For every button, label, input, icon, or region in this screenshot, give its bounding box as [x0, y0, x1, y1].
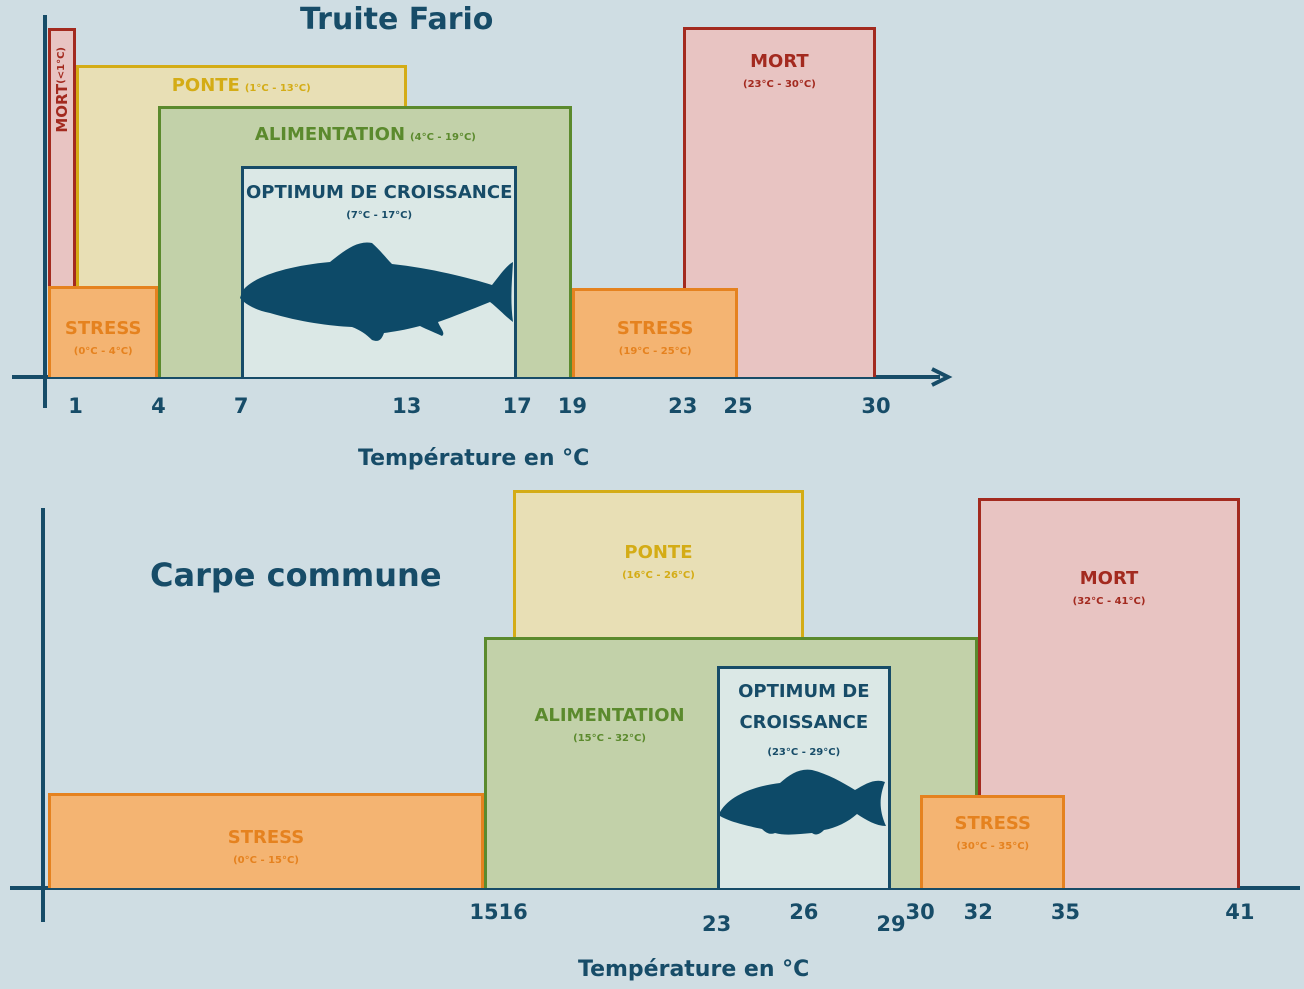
range-label: (32°C - 41°C)	[1072, 595, 1146, 607]
range-name: MORT	[1079, 568, 1139, 589]
range-bar: STRESS (0°C - 4°C)	[48, 286, 159, 377]
x-tick-label: 15	[469, 900, 499, 924]
range-text: STRESS (30°C - 35°C)	[923, 813, 1062, 852]
range-text: STRESS (19°C - 25°C)	[575, 318, 735, 357]
x-tick-label: 23	[701, 912, 732, 936]
range-name: OPTIMUM DE CROISSANCE	[738, 681, 870, 733]
range-bar: STRESS (0°C - 15°C)	[48, 793, 485, 888]
range-text: ALIMENTATION (15°C - 32°C)	[487, 705, 732, 744]
x-tick-label: 4	[151, 394, 166, 418]
range-name: STRESS	[954, 813, 1032, 834]
range-text: MORT(<1°C)	[53, 47, 71, 133]
range-name: MORT	[53, 83, 71, 133]
range-bar: STRESS (30°C - 35°C)	[920, 795, 1066, 888]
range-name: STRESS	[227, 827, 305, 848]
range-label: (0°C - 15°C)	[233, 854, 299, 866]
range-bar: OPTIMUM DE CROISSANCE (23°C - 29°C)	[716, 666, 891, 888]
x-axis-label: Température en °C	[358, 446, 590, 471]
range-label: (30°C - 35°C)	[956, 840, 1030, 852]
range-name: STRESS	[64, 318, 142, 339]
x-axis-label: Température en °C	[578, 957, 810, 982]
range-name: PONTE	[624, 542, 693, 563]
range-text: OPTIMUM DE CROISSANCE (7°C - 17°C)	[244, 182, 514, 221]
x-tick-label: 30	[905, 900, 935, 924]
range-bar: OPTIMUM DE CROISSANCE (7°C - 17°C)	[241, 166, 518, 377]
x-tick-label: 32	[963, 900, 993, 924]
range-name: STRESS	[616, 318, 694, 339]
range-text: STRESS (0°C - 15°C)	[51, 827, 481, 866]
range-text: MORT (23°C - 30°C)	[686, 51, 873, 90]
range-text: OPTIMUM DE CROISSANCE (23°C - 29°C)	[720, 677, 888, 761]
x-tick-label: 26	[789, 900, 819, 924]
range-label: (23°C - 30°C)	[743, 78, 816, 90]
range-name: MORT	[750, 51, 809, 72]
range-name: ALIMENTATION	[254, 124, 406, 145]
range-label: (15°C - 32°C)	[573, 732, 646, 744]
x-tick-label: 23	[668, 394, 698, 418]
range-name: OPTIMUM DE CROISSANCE	[246, 182, 513, 203]
range-label: (19°C - 25°C)	[618, 345, 692, 357]
x-tick-label: 17	[502, 394, 532, 418]
x-tick-label: 1	[68, 394, 83, 418]
x-tick-label: 35	[1050, 900, 1081, 924]
range-label: (1°C - 13°C)	[244, 83, 311, 94]
x-tick-label: 7	[233, 394, 249, 418]
x-tick-label: 16	[498, 900, 528, 924]
range-text: MORT (32°C - 41°C)	[981, 568, 1237, 607]
range-label: (7°C - 17°C)	[346, 209, 413, 221]
range-label: (0°C - 4°C)	[73, 345, 133, 357]
range-label: (4°C - 19°C)	[410, 132, 476, 143]
range-label: (<1°C)	[56, 47, 67, 84]
range-label: (23°C - 29°C)	[767, 747, 841, 759]
x-tick-label: 41	[1225, 900, 1255, 924]
x-tick-label: 29	[876, 912, 906, 936]
range-name: PONTE	[171, 75, 240, 96]
range-text: PONTE (1°C - 13°C)	[79, 75, 404, 97]
x-tick-label: 25	[723, 394, 753, 418]
chart-title: Truite Fario	[300, 2, 494, 37]
chart-title: Carpe commune	[150, 556, 442, 594]
x-tick-label: 30	[861, 394, 891, 418]
range-bar: STRESS (19°C - 25°C)	[572, 288, 738, 377]
range-label: (16°C - 26°C)	[622, 569, 695, 581]
range-text: ALIMENTATION (4°C - 19°C)	[161, 124, 569, 146]
range-text: PONTE (16°C - 26°C)	[516, 542, 801, 581]
x-tick-label: 19	[557, 394, 588, 418]
range-name: ALIMENTATION	[534, 705, 685, 726]
x-tick-label: 13	[392, 394, 422, 418]
range-text: STRESS (0°C - 4°C)	[51, 318, 155, 357]
axis-arrow	[931, 367, 953, 387]
